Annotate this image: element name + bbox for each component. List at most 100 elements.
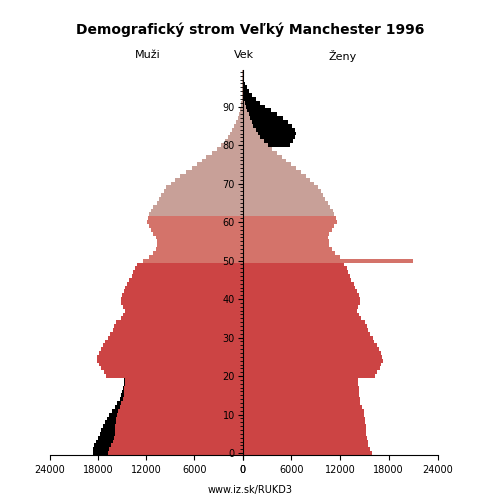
Bar <box>124 386 242 390</box>
Bar <box>242 255 340 258</box>
Bar <box>124 382 242 386</box>
Bar <box>242 366 380 370</box>
Bar <box>124 378 242 382</box>
Bar <box>156 244 242 247</box>
Bar <box>154 205 242 208</box>
Bar <box>242 89 243 93</box>
Bar <box>212 151 242 154</box>
Bar <box>122 390 242 394</box>
Bar <box>151 208 242 212</box>
Bar <box>236 120 242 124</box>
Bar <box>242 112 248 116</box>
Bar <box>242 74 244 78</box>
Bar <box>120 316 242 320</box>
Bar <box>135 266 242 270</box>
Bar <box>242 362 382 366</box>
Bar <box>242 359 383 362</box>
Bar <box>124 382 242 386</box>
Bar <box>242 201 328 205</box>
Bar <box>242 140 293 143</box>
Bar <box>242 182 314 186</box>
Bar <box>242 440 368 444</box>
Bar <box>242 220 337 224</box>
Bar <box>151 228 242 232</box>
Bar <box>242 212 334 216</box>
Bar <box>242 193 323 197</box>
Bar <box>242 197 326 201</box>
Bar <box>115 424 242 428</box>
Bar <box>242 228 332 232</box>
Bar <box>242 412 364 416</box>
Bar <box>171 182 242 186</box>
Bar <box>104 370 242 374</box>
Bar <box>242 409 364 412</box>
Bar <box>242 301 360 305</box>
Bar <box>242 444 368 448</box>
Bar <box>106 374 242 378</box>
Bar <box>120 405 242 409</box>
Bar <box>242 428 366 432</box>
Bar <box>242 416 365 420</box>
Bar <box>242 108 247 112</box>
Bar <box>116 412 242 416</box>
Bar <box>122 294 242 297</box>
Bar <box>242 316 361 320</box>
Bar <box>100 347 242 351</box>
Bar <box>242 136 296 140</box>
Bar <box>242 448 370 451</box>
Bar <box>99 351 242 355</box>
Bar <box>242 262 344 266</box>
Bar <box>112 440 242 444</box>
Bar <box>242 143 290 147</box>
Bar <box>230 132 242 136</box>
Bar <box>111 444 242 448</box>
Bar <box>242 132 258 136</box>
Bar <box>242 382 358 386</box>
Bar <box>102 366 242 370</box>
Bar <box>225 140 242 143</box>
Bar <box>110 448 242 451</box>
Bar <box>242 112 277 116</box>
Bar <box>126 286 242 290</box>
Bar <box>108 336 242 340</box>
Bar <box>242 162 291 166</box>
Bar <box>242 147 272 151</box>
Bar <box>148 216 242 220</box>
Bar <box>242 128 256 132</box>
Bar <box>175 178 242 182</box>
Bar <box>242 124 292 128</box>
Bar <box>112 328 242 332</box>
Bar <box>124 394 242 397</box>
Bar <box>166 186 242 190</box>
Bar <box>186 170 242 174</box>
Bar <box>147 220 242 224</box>
Bar <box>116 320 242 324</box>
Bar <box>192 166 242 170</box>
Bar <box>242 89 249 93</box>
Bar <box>242 86 247 89</box>
Text: www.iz.sk/RUKD3: www.iz.sk/RUKD3 <box>208 485 292 495</box>
Bar <box>242 154 282 158</box>
Bar <box>110 412 242 416</box>
Bar <box>148 224 242 228</box>
Bar <box>242 336 372 340</box>
Bar <box>242 101 245 104</box>
Text: Vek: Vek <box>234 50 254 60</box>
Bar <box>242 170 301 174</box>
Bar <box>116 416 242 420</box>
Bar <box>242 432 366 436</box>
Bar <box>242 305 358 308</box>
Bar <box>124 308 242 312</box>
Bar <box>242 104 264 108</box>
Bar <box>94 451 242 455</box>
Bar <box>242 351 380 355</box>
Bar <box>242 397 360 401</box>
Bar <box>118 409 242 412</box>
Bar <box>242 93 244 97</box>
Bar <box>123 305 242 308</box>
Bar <box>242 286 356 290</box>
Bar <box>242 370 378 374</box>
Bar <box>242 401 360 405</box>
Bar <box>102 428 242 432</box>
Bar <box>242 82 246 86</box>
